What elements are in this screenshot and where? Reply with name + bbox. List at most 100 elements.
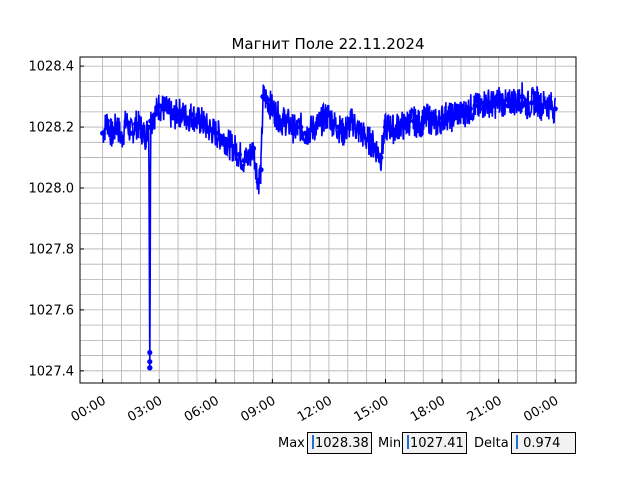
- data-point: [258, 167, 264, 173]
- data-point: [316, 121, 323, 127]
- y-tick-label: 1027.8: [29, 242, 75, 257]
- data-point: [472, 103, 478, 109]
- data-point: [147, 349, 153, 356]
- data-point: [312, 124, 318, 130]
- data-point: [232, 145, 238, 152]
- delta-field[interactable]: 0.974: [511, 432, 576, 454]
- data-point: [448, 115, 455, 121]
- data-point: [458, 112, 464, 118]
- data-point: [104, 118, 110, 124]
- y-tick-label: 1028.2: [29, 121, 75, 136]
- data-point: [486, 100, 492, 106]
- data-point: [274, 112, 280, 118]
- delta-label: Delta: [474, 436, 509, 451]
- max-field[interactable]: 1028.38: [307, 432, 372, 454]
- data-point: [496, 97, 502, 103]
- data-point: [434, 121, 440, 127]
- data-point: [213, 130, 219, 136]
- data-point: [340, 130, 346, 136]
- data-point: [298, 124, 304, 130]
- data-point: [199, 118, 205, 124]
- data-point: [387, 124, 393, 130]
- data-point: [269, 106, 275, 112]
- x-tick-label: 18:00: [408, 393, 448, 425]
- data-point: [184, 115, 191, 121]
- data-point: [533, 97, 539, 103]
- x-tick-label: 03:00: [125, 393, 165, 425]
- data-point: [180, 112, 186, 118]
- data-point: [510, 97, 516, 103]
- x-tick-label: 09:00: [238, 393, 278, 425]
- data-point: [227, 142, 233, 148]
- data-point: [123, 118, 129, 124]
- data-point: [133, 121, 139, 127]
- data-point: [354, 127, 360, 133]
- data-point: [293, 127, 299, 133]
- x-tick-label: 21:00: [465, 393, 505, 425]
- y-tick-label: 1027.4: [29, 364, 75, 379]
- data-point: [241, 157, 247, 164]
- data-point: [250, 145, 257, 152]
- data-point: [547, 103, 554, 109]
- data-point: [137, 124, 143, 130]
- data-point: [260, 94, 266, 100]
- min-field[interactable]: 1027.41: [402, 432, 467, 454]
- data-point: [114, 121, 120, 127]
- data-point: [236, 151, 242, 158]
- data-point: [444, 112, 450, 118]
- data-point: [118, 136, 125, 142]
- data-point: [524, 103, 530, 109]
- series-line: [100, 82, 558, 371]
- data-point: [397, 121, 403, 127]
- x-tick-label: 06:00: [182, 393, 222, 425]
- data-point: [156, 103, 162, 109]
- text-cursor: [312, 435, 314, 449]
- data-point: [552, 106, 558, 112]
- x-tick-label: 15:00: [352, 393, 392, 425]
- y-tick-label: 1028.0: [29, 182, 75, 197]
- data-point: [364, 136, 370, 142]
- data-point: [481, 100, 488, 106]
- data-point: [430, 118, 436, 124]
- data-point: [307, 127, 313, 133]
- data-point: [128, 130, 134, 136]
- data-point: [100, 130, 106, 136]
- data-point: [463, 109, 469, 115]
- data-point: [189, 112, 195, 118]
- data-point: [321, 115, 327, 121]
- data-point: [392, 127, 398, 133]
- data-point: [345, 124, 351, 130]
- data-point: [279, 118, 285, 124]
- data-point: [420, 118, 426, 124]
- data-point: [467, 106, 473, 112]
- min-label: Min: [378, 436, 402, 451]
- data-point: [217, 133, 224, 139]
- x-tick-label: 00:00: [521, 393, 561, 425]
- data-point: [326, 112, 332, 118]
- data-point: [288, 124, 294, 130]
- data-point: [505, 103, 511, 109]
- data-point: [401, 124, 407, 130]
- data-point: [265, 97, 271, 103]
- max-label: Max: [278, 436, 305, 451]
- data-point: [335, 124, 341, 130]
- text-cursor: [516, 435, 518, 449]
- data-point: [151, 112, 158, 118]
- data-point: [147, 359, 153, 365]
- data-point: [109, 133, 115, 139]
- data-point: [148, 118, 154, 124]
- stats-bar: Max 1028.38 Min 1027.41 Delta 0.974: [0, 432, 640, 458]
- data-point: [453, 109, 459, 115]
- data-point: [349, 118, 356, 124]
- data-point: [477, 106, 483, 112]
- data-point: [415, 121, 422, 127]
- y-tick-label: 1027.6: [29, 303, 75, 318]
- data-point: [500, 100, 506, 106]
- y-tick-label: 1028.4: [29, 60, 75, 75]
- data-point: [514, 100, 521, 106]
- data-point: [538, 103, 544, 109]
- data-point: [255, 179, 261, 185]
- data-point: [246, 154, 252, 161]
- data-point: [382, 124, 389, 130]
